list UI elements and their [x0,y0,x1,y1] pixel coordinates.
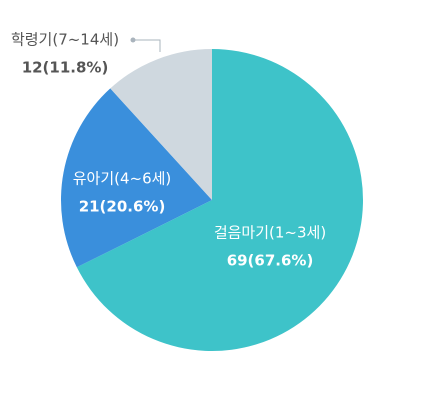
slice-label: 유아기(4~6세) [73,170,172,188]
value-label: 12(11.8%) [22,59,109,77]
slice-label: 학령기(7~14세) [11,31,119,49]
pie-slice [61,88,212,268]
value-label: 21(20.6%) [79,198,166,216]
slices [61,49,363,351]
pie-slice [76,49,363,351]
pie-slice [110,49,212,200]
value-label: 69(67.6%) [227,252,314,270]
leader-line [133,39,161,52]
slice-label: 걸음마기(1~3세) [214,224,326,242]
leader-dot [130,37,136,43]
